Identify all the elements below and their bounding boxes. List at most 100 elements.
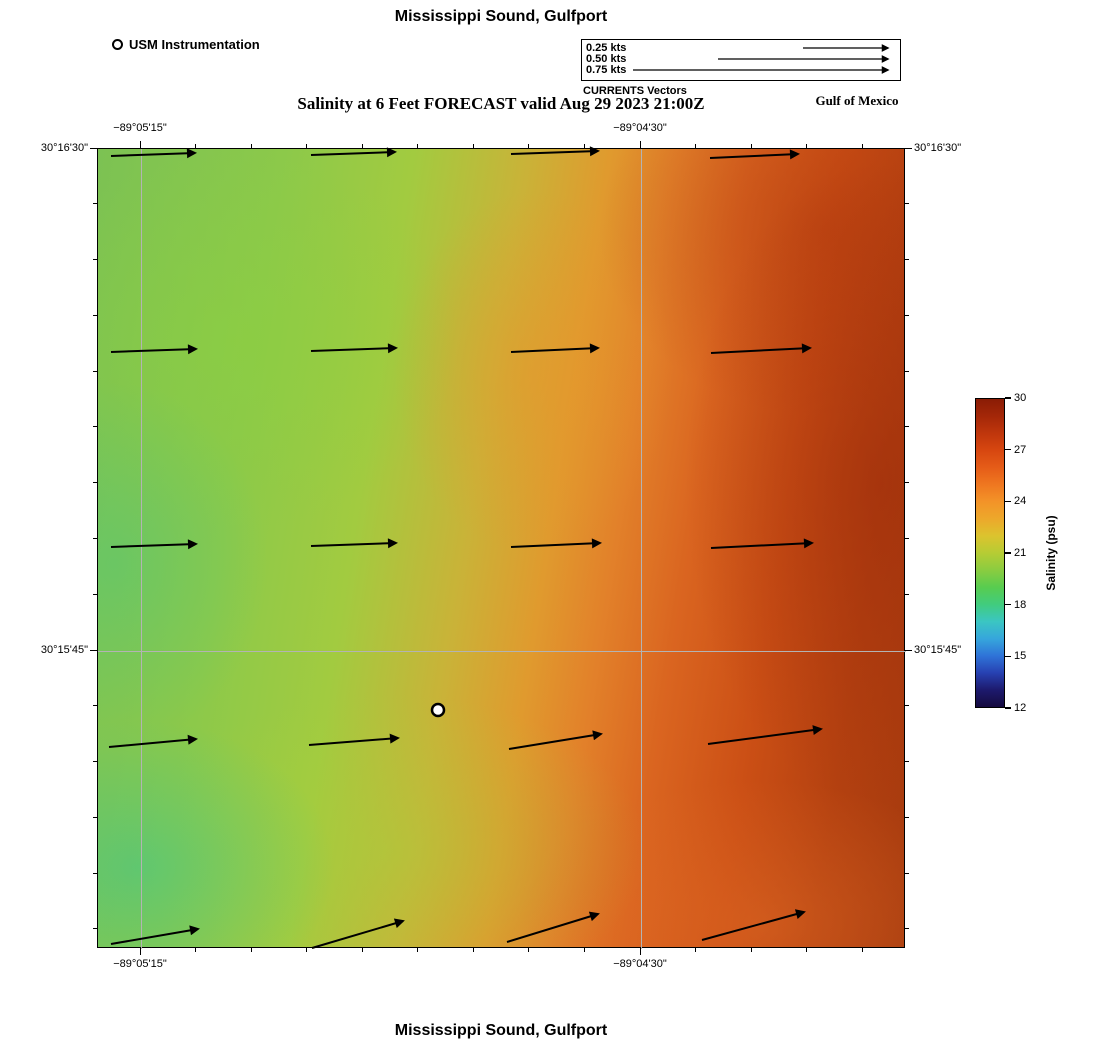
frame-tick bbox=[93, 761, 97, 763]
current-vector-arrow bbox=[506, 911, 600, 943]
frame-tick bbox=[695, 144, 697, 148]
current-vector-arrow bbox=[707, 725, 823, 745]
frame-tick bbox=[93, 259, 97, 261]
current-vector-arrow bbox=[310, 538, 398, 549]
frame-tick bbox=[639, 141, 641, 148]
frame-tick bbox=[306, 948, 308, 952]
frame-tick bbox=[472, 144, 474, 148]
frame-tick bbox=[250, 144, 252, 148]
frame-tick bbox=[861, 144, 863, 148]
frame-tick bbox=[750, 948, 752, 952]
current-vector-arrow bbox=[510, 538, 602, 549]
x-axis-label-top: −89°05'15" bbox=[113, 122, 167, 134]
current-vector-arrow bbox=[310, 147, 397, 158]
current-vector-arrow bbox=[310, 343, 398, 354]
frame-tick bbox=[806, 144, 808, 148]
y-axis-label-left: 30°15'45" bbox=[40, 644, 88, 656]
current-vector-arrow bbox=[710, 538, 814, 549]
currents-legend-box: 0.25 kts 0.50 kts 0.75 kts bbox=[581, 39, 901, 81]
frame-tick bbox=[195, 144, 197, 148]
frame-tick bbox=[528, 144, 530, 148]
speed-label-025: 0.25 kts bbox=[586, 42, 627, 54]
current-vector-arrow bbox=[510, 343, 600, 354]
frame-tick bbox=[905, 426, 909, 428]
current-vector-arrow bbox=[709, 149, 800, 160]
current-vector-arrow bbox=[110, 148, 197, 159]
frame-tick bbox=[93, 816, 97, 818]
instrumentation-legend: USM Instrumentation bbox=[112, 37, 260, 52]
frame-tick bbox=[139, 141, 141, 148]
frame-tick bbox=[695, 948, 697, 952]
page-title: Mississippi Sound, Gulfport bbox=[394, 8, 608, 25]
colorbar-tick-label: 30 bbox=[1014, 392, 1027, 404]
bottom-page-title: Mississippi Sound, Gulfport bbox=[394, 1022, 608, 1039]
frame-tick bbox=[93, 314, 97, 316]
y-axis-label-left: 30°16'30" bbox=[40, 142, 88, 154]
colorbar-tick bbox=[1005, 552, 1011, 554]
frame-tick bbox=[806, 948, 808, 952]
frame-tick bbox=[90, 147, 97, 149]
current-vector-arrow bbox=[510, 146, 600, 157]
frame-tick bbox=[139, 948, 141, 955]
frame-tick bbox=[905, 259, 909, 261]
x-axis-label-top: −89°04'30" bbox=[613, 122, 667, 134]
frame-tick bbox=[905, 649, 912, 651]
forecast-subtitle: Salinity at 6 Feet FORECAST valid Aug 29… bbox=[297, 94, 705, 113]
y-axis-label-right: 30°15'45" bbox=[914, 644, 962, 656]
frame-tick bbox=[472, 948, 474, 952]
frame-tick bbox=[639, 948, 641, 955]
gridline-vertical bbox=[641, 149, 642, 949]
frame-tick bbox=[250, 948, 252, 952]
frame-tick bbox=[93, 928, 97, 930]
current-vector-arrow bbox=[508, 730, 603, 750]
usm-station-marker bbox=[430, 702, 446, 718]
colorbar-tick-label: 27 bbox=[1014, 443, 1027, 456]
frame-tick bbox=[905, 872, 909, 874]
frame-tick bbox=[750, 144, 752, 148]
gridline-vertical bbox=[141, 149, 142, 949]
frame-tick bbox=[905, 537, 909, 539]
frame-tick bbox=[905, 147, 912, 149]
current-vector-arrow bbox=[701, 909, 806, 941]
current-vector-arrow bbox=[308, 733, 400, 746]
current-vector-arrow bbox=[311, 918, 405, 949]
frame-tick bbox=[905, 816, 909, 818]
frame-tick bbox=[93, 370, 97, 372]
current-vector-arrow bbox=[108, 734, 198, 748]
colorbar-tick-label: 21 bbox=[1014, 547, 1027, 559]
instrumentation-label: USM Instrumentation bbox=[129, 37, 260, 52]
frame-tick bbox=[93, 203, 97, 205]
colorbar-tick-label: 12 bbox=[1014, 702, 1027, 714]
colorbar bbox=[975, 398, 1005, 708]
x-axis-label-bottom: −89°05'15" bbox=[113, 958, 167, 970]
current-vector-arrow bbox=[110, 344, 198, 355]
colorbar-axis-label: Salinity (psu) bbox=[1044, 515, 1058, 591]
colorbar-tick bbox=[1005, 397, 1011, 399]
frame-tick bbox=[905, 705, 909, 707]
colorbar-tick bbox=[1005, 707, 1011, 709]
frame-tick bbox=[905, 593, 909, 595]
colorbar-gradient bbox=[976, 399, 1004, 707]
frame-tick bbox=[583, 948, 585, 952]
frame-tick bbox=[195, 948, 197, 952]
frame-tick bbox=[93, 872, 97, 874]
frame-tick bbox=[417, 948, 419, 952]
colorbar-tick-label: 24 bbox=[1014, 495, 1027, 508]
colorbar-tick bbox=[1005, 655, 1011, 658]
frame-tick bbox=[93, 426, 97, 428]
colorbar-tick-label: 18 bbox=[1014, 598, 1027, 611]
frame-tick bbox=[905, 928, 909, 930]
frame-tick bbox=[905, 761, 909, 763]
frame-tick bbox=[90, 649, 97, 651]
frame-tick bbox=[93, 705, 97, 707]
colorbar-tick-label: 15 bbox=[1014, 650, 1027, 663]
x-axis-label-bottom: −89°04'30" bbox=[613, 958, 667, 970]
speed-label-050: 0.50 kts bbox=[586, 53, 627, 65]
colorbar-tick bbox=[1005, 500, 1011, 503]
frame-tick bbox=[93, 482, 97, 484]
current-vector-arrow bbox=[110, 925, 200, 945]
frame-tick bbox=[93, 537, 97, 539]
frame-tick bbox=[905, 482, 909, 484]
colorbar-tick bbox=[1005, 603, 1011, 606]
frame-tick bbox=[528, 948, 530, 952]
